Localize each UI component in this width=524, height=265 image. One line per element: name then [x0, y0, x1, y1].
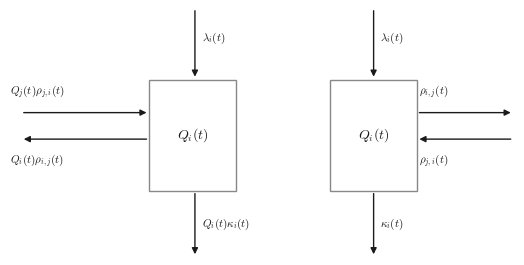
Text: $Q_j(t)\rho_{j,i}(t)$: $Q_j(t)\rho_{j,i}(t)$ — [10, 83, 65, 100]
Text: $\rho_{i,j}(t)$: $\rho_{i,j}(t)$ — [419, 83, 449, 100]
Text: $\rho_{j,i}(t)$: $\rho_{j,i}(t)$ — [419, 152, 449, 169]
Text: $Q_i(t)$: $Q_i(t)$ — [177, 126, 209, 144]
Text: $Q_i(t)\rho_{i,j}(t)$: $Q_i(t)\rho_{i,j}(t)$ — [10, 152, 64, 169]
Text: $Q_i(t)$: $Q_i(t)$ — [357, 126, 389, 144]
Text: $\lambda_i(t)$: $\lambda_i(t)$ — [380, 31, 404, 46]
Text: $\kappa_i(t)$: $\kappa_i(t)$ — [380, 216, 404, 232]
Bar — [149, 80, 236, 191]
Bar — [330, 80, 417, 191]
Text: $\lambda_i(t)$: $\lambda_i(t)$ — [202, 31, 225, 46]
Text: $Q_i(t)\kappa_i(t)$: $Q_i(t)\kappa_i(t)$ — [202, 216, 250, 232]
